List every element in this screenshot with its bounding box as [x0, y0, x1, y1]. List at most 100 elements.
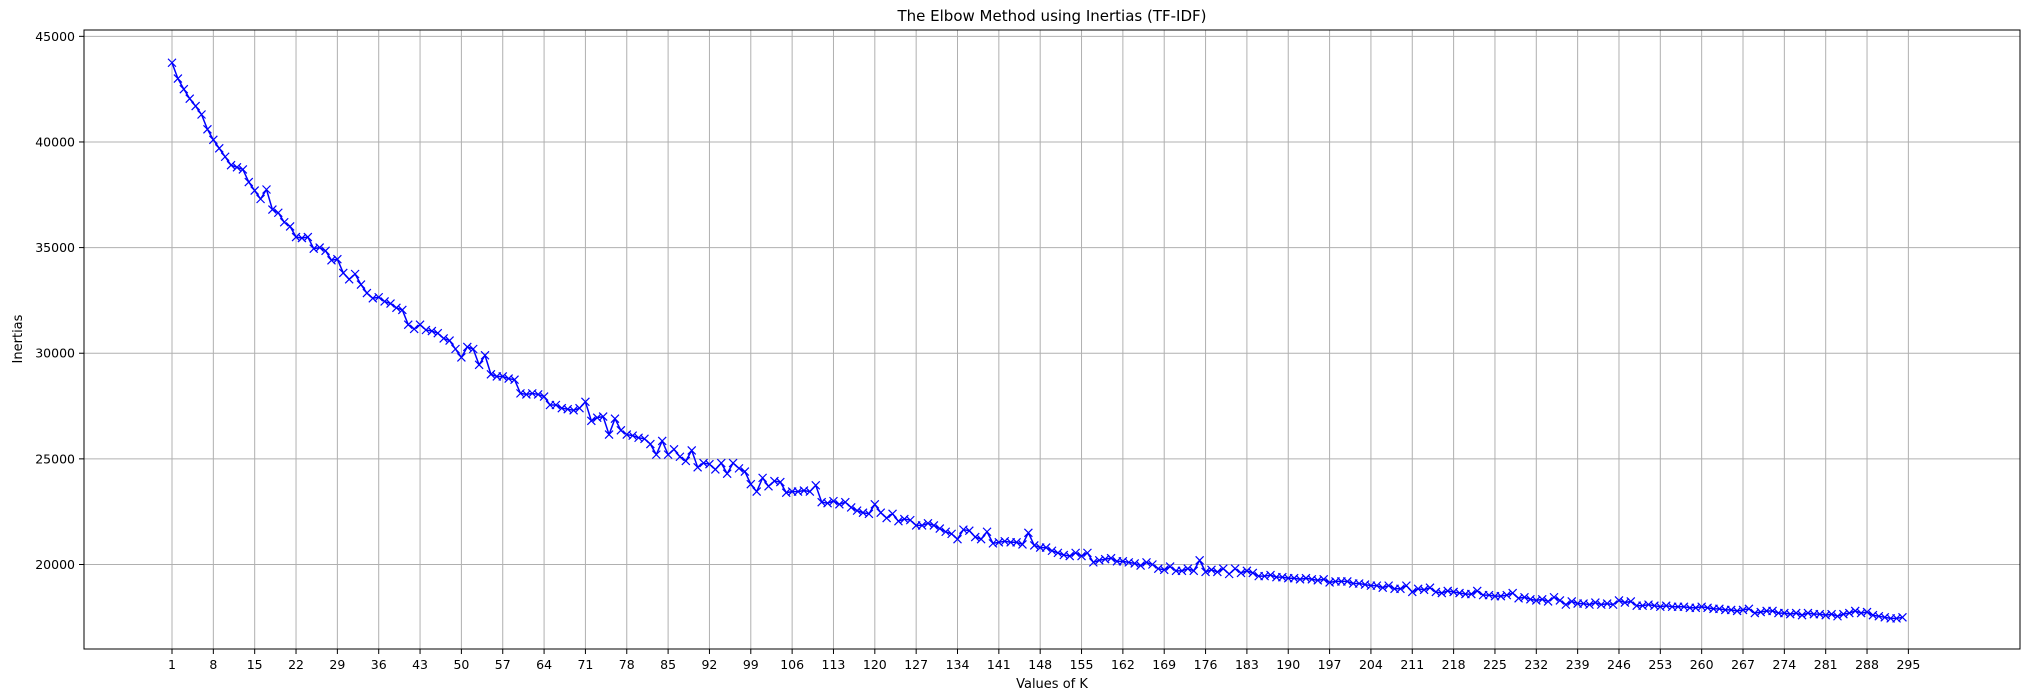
- data-point-marker: [1555, 595, 1565, 605]
- data-point-marker: [1384, 581, 1394, 591]
- data-point-marker: [1827, 609, 1837, 619]
- data-point-marker: [185, 94, 195, 104]
- data-point-marker: [380, 297, 390, 306]
- data-point-marker: [321, 246, 330, 256]
- data-point-marker: [681, 456, 691, 466]
- data-point-marker: [1165, 562, 1175, 572]
- data-point-marker: [486, 369, 496, 379]
- x-tick-label: 253: [1648, 657, 1672, 672]
- data-point-marker: [451, 344, 460, 354]
- x-tick-label: 50: [453, 657, 469, 672]
- data-point-marker: [173, 74, 183, 84]
- data-point-marker: [1053, 548, 1063, 558]
- data-point-marker: [888, 509, 897, 519]
- data-point-marker: [870, 499, 880, 509]
- x-tick-label: 239: [1566, 657, 1590, 672]
- data-point-marker: [734, 463, 744, 473]
- y-tick-label: 40000: [35, 134, 75, 149]
- data-point-marker: [462, 342, 472, 352]
- x-tick-label: 225: [1483, 657, 1507, 672]
- data-point-marker: [1177, 566, 1187, 576]
- y-tick-label: 45000: [35, 29, 75, 44]
- data-point-marker: [628, 431, 638, 441]
- data-point-marker: [1130, 559, 1140, 568]
- data-point-marker: [669, 444, 679, 454]
- data-point-marker: [1201, 567, 1210, 577]
- x-tick-label: 197: [1318, 657, 1342, 672]
- data-point-marker: [1466, 589, 1476, 599]
- data-point-marker: [480, 350, 490, 360]
- data-point-marker: [533, 390, 543, 399]
- x-tick-label: 36: [371, 657, 387, 672]
- data-point-marker: [1189, 566, 1199, 576]
- data-point-marker: [208, 135, 218, 145]
- x-tick-label: 1: [168, 657, 176, 672]
- data-point-marker: [1608, 600, 1618, 610]
- data-point-marker: [775, 477, 785, 487]
- data-point-marker: [1425, 583, 1435, 593]
- x-tick-label: 106: [780, 657, 804, 672]
- x-tick-label: 218: [1442, 657, 1466, 672]
- data-point-marker: [1472, 586, 1482, 596]
- x-tick-label: 232: [1524, 657, 1548, 672]
- data-point-marker: [1266, 570, 1275, 580]
- x-tick-label: 141: [987, 657, 1011, 672]
- data-point-marker: [1626, 597, 1636, 606]
- data-point-marker: [427, 326, 437, 336]
- data-point-marker: [1319, 574, 1329, 584]
- x-axis-label: Values of K: [1016, 677, 1088, 692]
- data-point-marker: [1744, 604, 1754, 614]
- data-point-marker: [474, 360, 484, 370]
- data-point-marker: [598, 412, 608, 422]
- x-tick-label: 15: [247, 657, 263, 672]
- data-point-marker: [852, 506, 862, 516]
- data-point-marker: [1561, 600, 1571, 610]
- data-point-marker: [1862, 607, 1872, 617]
- x-tick-label: 92: [701, 657, 717, 672]
- data-point-marker: [1372, 581, 1382, 591]
- data-point-marker: [811, 480, 821, 490]
- data-point-marker: [1065, 551, 1075, 561]
- data-point-marker: [846, 503, 856, 512]
- data-point-marker: [1590, 598, 1600, 607]
- data-point-marker: [167, 58, 177, 68]
- data-point-marker: [1768, 606, 1777, 616]
- x-tick-label: 183: [1235, 657, 1259, 672]
- data-point-marker: [1543, 597, 1553, 606]
- data-point-marker: [823, 498, 832, 508]
- data-point-marker: [397, 305, 407, 315]
- data-point-marker: [403, 320, 413, 330]
- data-point-marker: [894, 516, 903, 526]
- x-tick-label: 155: [1070, 657, 1094, 672]
- data-point-marker: [232, 162, 242, 172]
- data-point-marker: [645, 439, 655, 449]
- data-point-marker: [882, 513, 892, 523]
- x-tick-label: 211: [1400, 657, 1424, 672]
- x-tick-label: 99: [743, 657, 759, 672]
- data-point-marker: [179, 84, 189, 94]
- data-point-marker: [374, 292, 384, 302]
- data-point-marker: [551, 400, 561, 410]
- data-point-marker: [439, 334, 449, 343]
- data-point-marker: [244, 177, 254, 187]
- data-point-marker: [929, 520, 939, 530]
- data-point-marker: [722, 469, 732, 479]
- data-point-marker: [392, 303, 401, 313]
- data-point-marker: [829, 496, 838, 506]
- data-point-marker: [356, 280, 366, 289]
- data-point-marker: [238, 165, 248, 174]
- x-tick-label: 162: [1111, 657, 1135, 672]
- data-point-marker: [752, 487, 762, 497]
- data-point-marker: [1018, 540, 1027, 549]
- x-tick-label: 85: [660, 657, 676, 672]
- data-point-marker: [917, 520, 927, 530]
- data-point-marker: [1083, 548, 1092, 558]
- data-point-marker: [1437, 588, 1447, 598]
- data-point-marker: [1898, 612, 1907, 622]
- data-point-marker: [1502, 590, 1512, 600]
- data-point-marker: [191, 101, 201, 111]
- data-point-marker: [1012, 537, 1021, 547]
- data-point-marker: [303, 232, 313, 242]
- data-point-marker: [1520, 592, 1529, 602]
- x-tick-label: 43: [412, 657, 428, 672]
